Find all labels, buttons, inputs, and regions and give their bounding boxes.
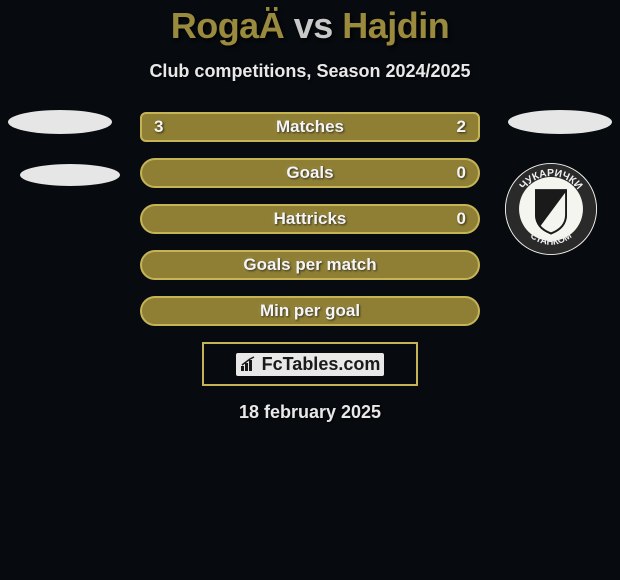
branding-box: FcTables.com (202, 342, 418, 386)
stat-label: Hattricks (274, 209, 347, 229)
stat-right-value: 2 (457, 117, 466, 137)
chart-icon (240, 356, 258, 372)
stat-right-value: 0 (457, 163, 466, 183)
team-badge-placeholder-left-mid (20, 164, 120, 186)
branding-label: FcTables.com (262, 354, 381, 375)
vs-text: vs (294, 5, 333, 46)
page-title: RogaÄ vs Hajdin (0, 5, 620, 47)
team-badge-placeholder-left-top (8, 110, 112, 134)
date-text: 18 february 2025 (0, 402, 620, 423)
stat-area: ЧУКАРИЧКИ СТАНКОМ (0, 112, 620, 423)
team-badge-placeholder-right-top (508, 110, 612, 134)
branding-text: FcTables.com (236, 353, 385, 376)
player1-name: RogaÄ (171, 5, 285, 46)
stat-row-hattricks: Hattricks 0 (140, 204, 480, 234)
stat-left-value: 3 (154, 117, 163, 137)
stat-row-min-per-goal: Min per goal (140, 296, 480, 326)
stat-label: Goals (286, 163, 333, 183)
subtitle: Club competitions, Season 2024/2025 (0, 61, 620, 82)
stat-row-matches: 3 Matches 2 (140, 112, 480, 142)
stat-right-value: 0 (457, 209, 466, 229)
player2-name: Hajdin (342, 5, 449, 46)
stat-rows: 3 Matches 2 Goals 0 Hattricks 0 Goals pe… (140, 112, 480, 326)
stat-row-goals-per-match: Goals per match (140, 250, 480, 280)
stat-label: Goals per match (243, 255, 376, 275)
stat-label: Min per goal (260, 301, 360, 321)
stat-row-goals: Goals 0 (140, 158, 480, 188)
stat-label: Matches (276, 117, 344, 137)
club-badge: ЧУКАРИЧКИ СТАНКОМ (504, 162, 598, 256)
